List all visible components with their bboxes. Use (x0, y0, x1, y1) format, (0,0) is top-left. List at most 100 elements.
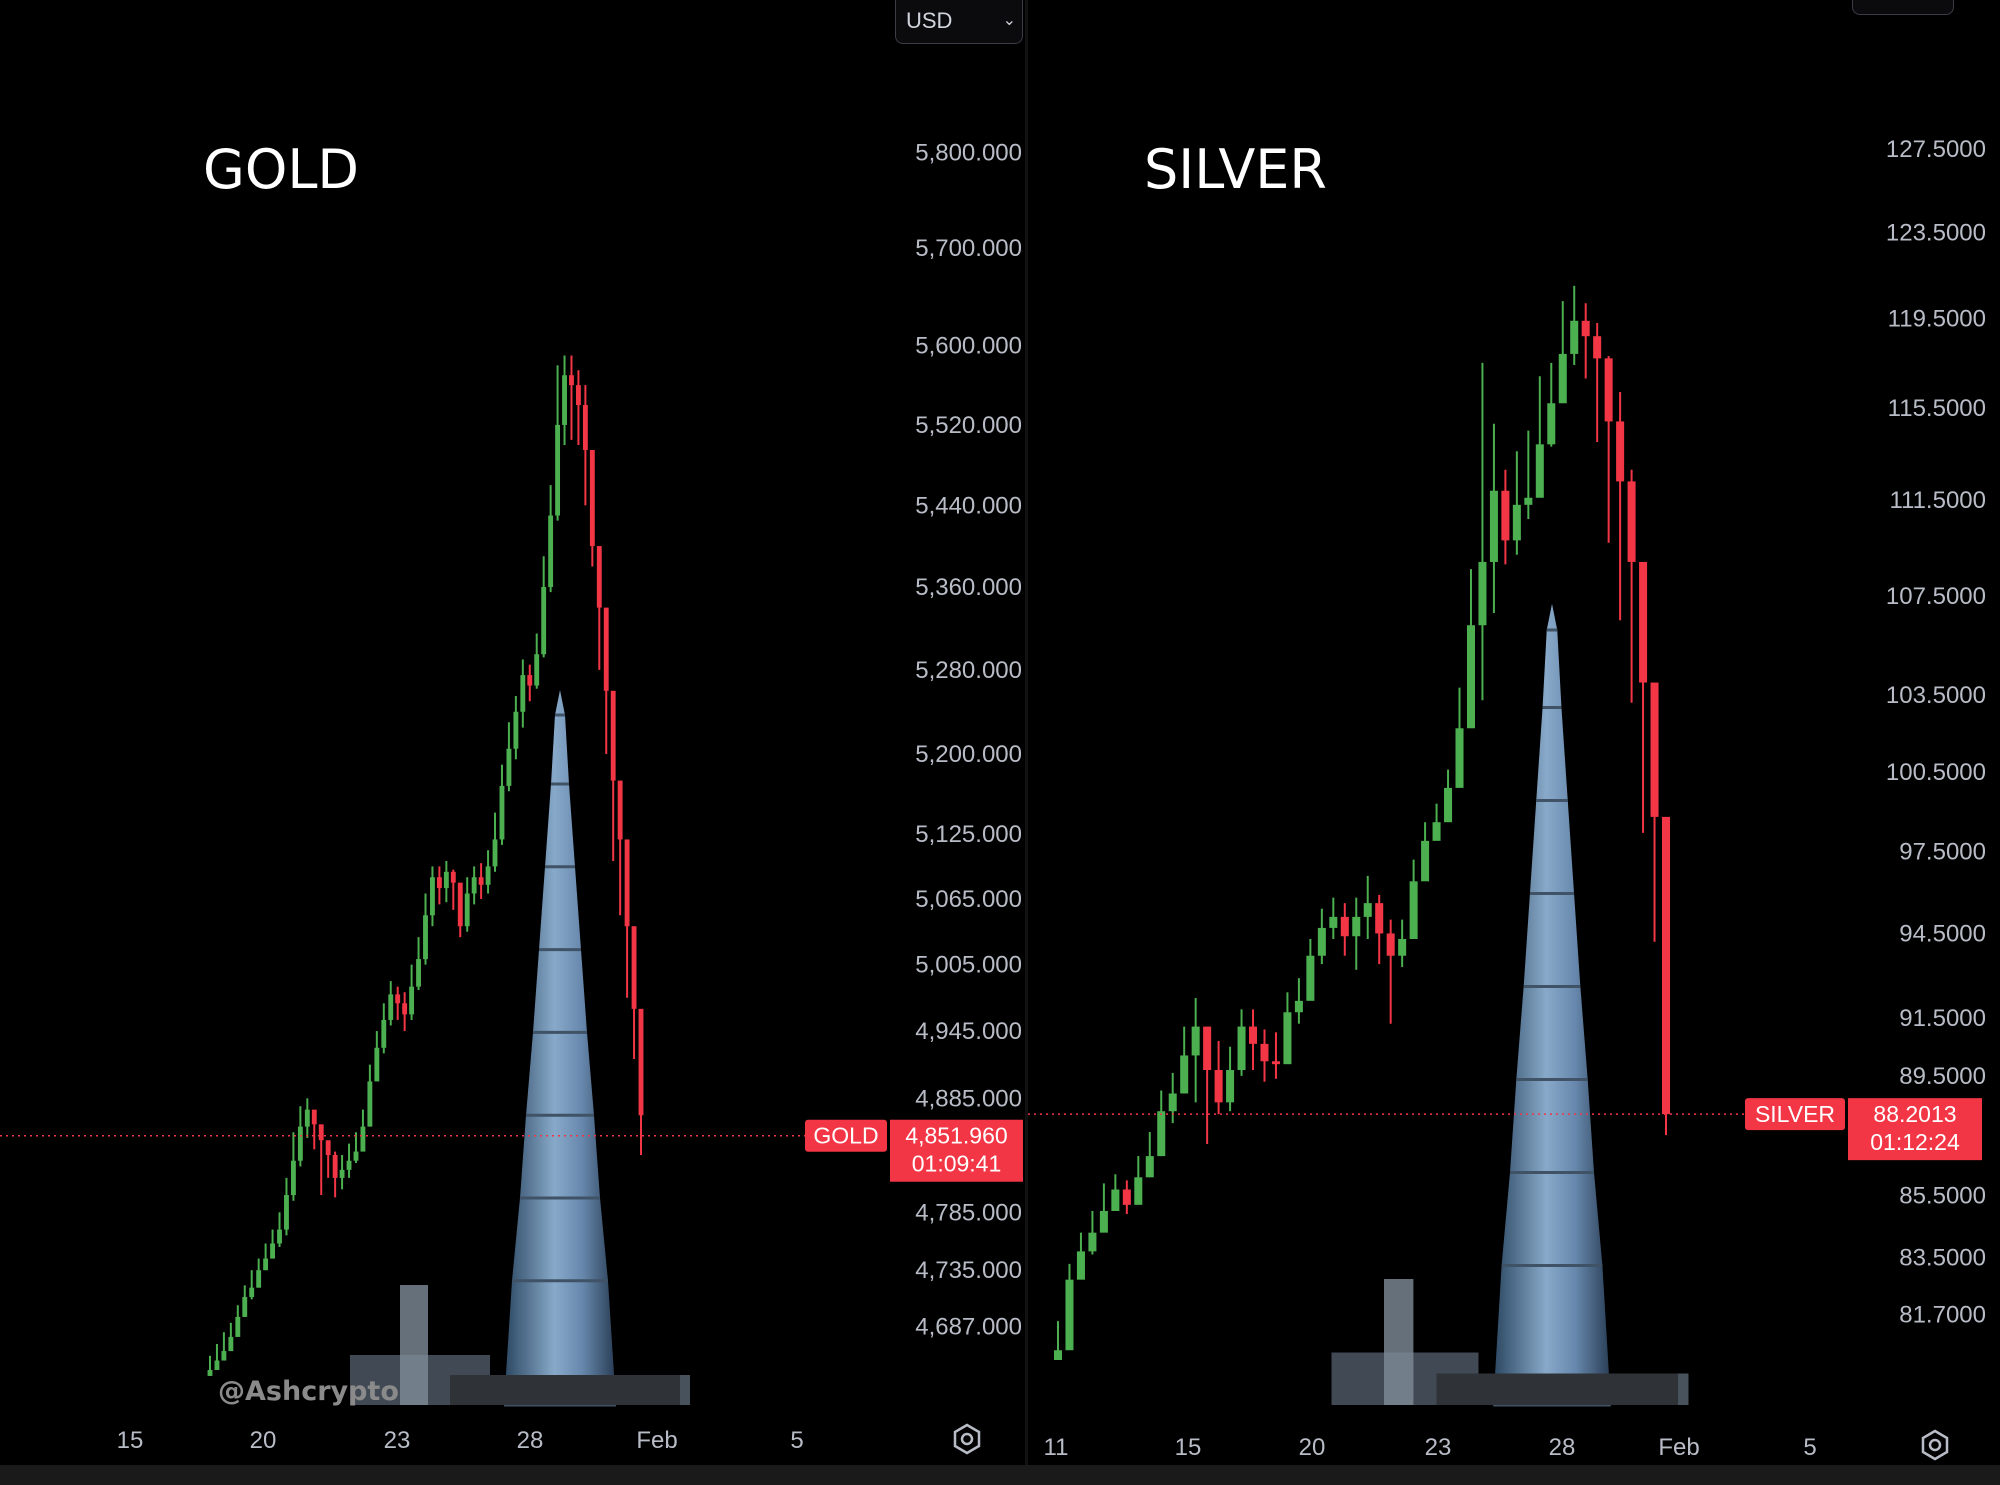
y-tick-label: 91.5000 (1899, 1005, 1986, 1032)
candle (1306, 939, 1315, 1001)
candle (478, 863, 484, 899)
candle-body (388, 994, 394, 1020)
gold-chart[interactable]: GOLD 5,800.000 5,700.000 5,600.000 5,520.000… (0, 0, 1025, 1475)
candle (603, 607, 609, 755)
candle-body (290, 1160, 296, 1196)
candle-body (325, 1140, 331, 1156)
candle (450, 869, 456, 910)
candle (1180, 1026, 1189, 1094)
candle-body (624, 839, 630, 927)
candle (1214, 1040, 1223, 1115)
candle-body (228, 1336, 234, 1352)
candle-body (610, 690, 616, 781)
candle-body (1363, 903, 1372, 917)
currency-selector[interactable] (1852, 0, 1954, 15)
candle-body (1180, 1055, 1189, 1094)
candle-body (527, 675, 533, 686)
y-tick-label: 127.5000 (1886, 136, 1986, 163)
candle-body (1570, 320, 1579, 354)
candle (339, 1155, 345, 1190)
settings-hexagon-icon[interactable] (1918, 1428, 1952, 1462)
candle-body (1627, 481, 1636, 562)
candle-body (249, 1287, 255, 1298)
candle-body (423, 915, 428, 960)
candle-body (235, 1316, 241, 1337)
candle (1283, 992, 1292, 1065)
candle (1650, 682, 1659, 942)
candle-body (562, 375, 567, 425)
candle-body (1065, 1279, 1074, 1351)
candle-body (1581, 320, 1590, 337)
candle-body (548, 515, 554, 588)
candle (430, 866, 435, 927)
x-tick-label: 28 (517, 1427, 544, 1454)
candle (228, 1322, 234, 1352)
candle-body (1145, 1156, 1154, 1178)
candle (506, 722, 512, 792)
candle-body (485, 866, 491, 885)
candle-body (311, 1109, 317, 1125)
candle-body (1547, 403, 1556, 445)
candle (1329, 897, 1338, 940)
x-tick-label: 15 (117, 1427, 144, 1454)
candle (499, 764, 505, 845)
watermark-text: @Ashcrypto (218, 1376, 399, 1407)
silver-chart[interactable]: SILVER 127.5000 123.5000 119.5000 115.5000 11… (1028, 0, 2000, 1475)
candle-body (492, 839, 498, 867)
candle (1237, 1009, 1246, 1076)
candle (290, 1132, 296, 1201)
candle (1489, 423, 1498, 613)
y-tick-label: 5,280.000 (915, 657, 1022, 684)
candle-body (416, 959, 421, 987)
last-price-label: 4,851.960 (905, 1123, 1007, 1149)
candle (1134, 1156, 1143, 1205)
candle-body (318, 1124, 324, 1141)
candle-body (1168, 1093, 1177, 1112)
candle (249, 1270, 255, 1300)
candle-body (339, 1169, 345, 1178)
candle-body (1053, 1350, 1063, 1360)
silver-chart-panel[interactable]: SILVER 127.5000 123.5000 119.5000 115.5000 11… (1028, 0, 2000, 1475)
settings-hexagon-icon[interactable] (950, 1422, 984, 1456)
candle (1191, 998, 1200, 1103)
y-tick-label: 5,440.000 (915, 492, 1022, 519)
candle (624, 839, 630, 998)
candle (548, 485, 554, 593)
y-tick-label: 119.5000 (1888, 306, 1986, 333)
candle-body (1099, 1210, 1108, 1233)
candle (1226, 1046, 1235, 1112)
candle (1524, 430, 1533, 519)
silver-tower-image (1331, 603, 1689, 1407)
gold-chart-panel[interactable]: GOLD 5,800.000 5,700.000 5,600.000 5,520.000… (0, 0, 1025, 1475)
candle-body (603, 607, 609, 691)
last-price-label: 88.2013 (1873, 1101, 1956, 1127)
candle-body (395, 994, 401, 1004)
candle-body (1203, 1026, 1212, 1071)
candle-body (506, 748, 512, 786)
candle-body (221, 1351, 227, 1361)
silver-tower-image-side-tower (1384, 1279, 1414, 1405)
symbol-tag-label: GOLD (813, 1123, 878, 1149)
candle-body (534, 654, 540, 686)
candle-body (1226, 1070, 1235, 1103)
candle (409, 964, 415, 1020)
candle-body (1558, 353, 1567, 404)
candle-body (381, 1019, 387, 1048)
x-tick-label: 20 (250, 1427, 277, 1454)
currency-selector[interactable]: USD ⌄ (895, 0, 1023, 44)
candle (1352, 897, 1361, 970)
y-tick-label: 4,687.000 (915, 1313, 1022, 1340)
candle (374, 1031, 380, 1082)
candle (423, 893, 428, 965)
candle-body (1134, 1177, 1143, 1205)
candle (256, 1258, 262, 1288)
candle (353, 1132, 359, 1164)
candle (1363, 875, 1372, 940)
candle-body (1237, 1026, 1246, 1071)
bottom-bar (0, 1465, 2000, 1485)
candle-body (332, 1155, 338, 1178)
candle (1570, 285, 1579, 366)
candle-body (256, 1270, 262, 1288)
candle (381, 1003, 387, 1054)
candle (346, 1143, 352, 1178)
